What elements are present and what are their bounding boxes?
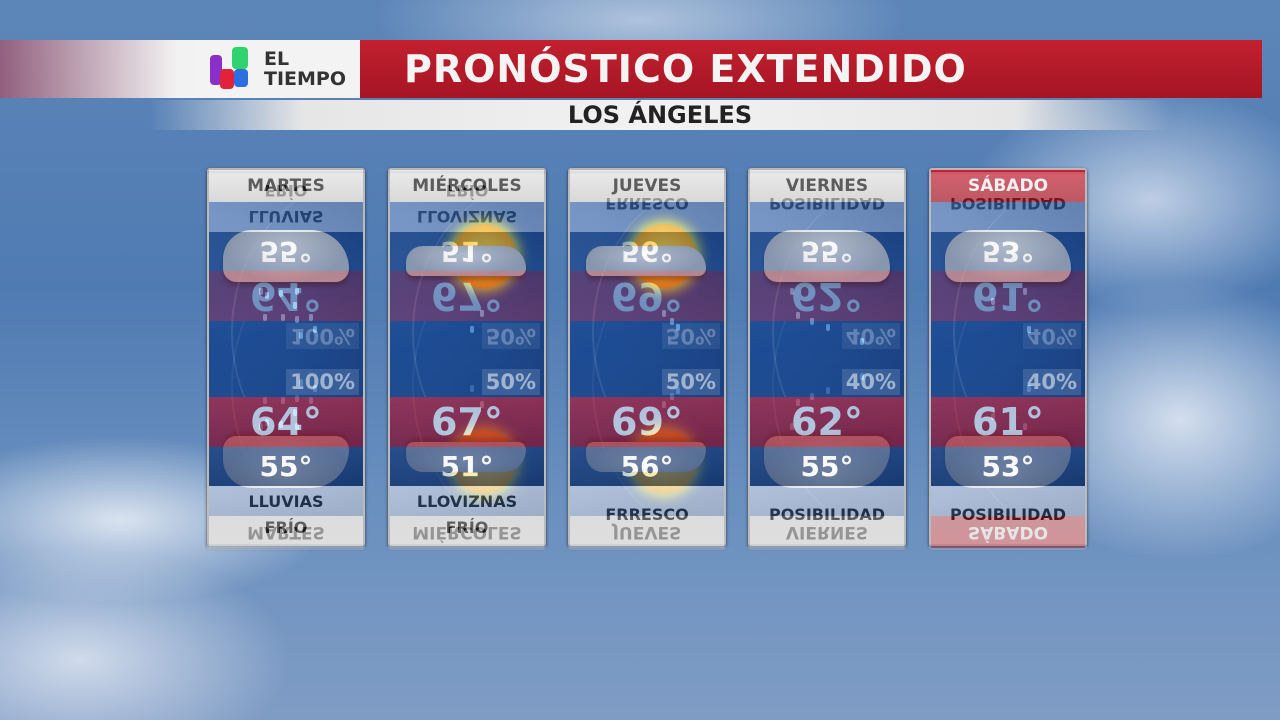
raindrop-icon [295,288,299,295]
raindrop-icon [309,314,313,321]
precip-chance: 50% [661,369,720,395]
raindrop-icon [279,290,283,297]
condition-text: POSIBILIDAD [931,486,1085,544]
raindrop-icon [662,310,666,317]
raindrop-icon [860,338,864,345]
condition-line-2: FRÍO [445,518,489,537]
raindrop-icon [676,324,680,331]
day-label: JUEVES [570,170,724,202]
day-label: MARTES [209,170,363,202]
raindrop-icon [670,318,674,325]
raindrop-icon [299,332,303,339]
rain-cloud-icon: 40% [750,202,904,397]
condition-text: POSIBILIDAD [750,486,904,544]
condition-line-2: FRÍO [264,518,308,537]
low-temp: 53° [931,447,1085,486]
condition-text: LLUVIAS FRÍO [209,486,363,544]
forecast-card: SÁBADO 40% 61° 53° POSIBILIDAD [929,168,1087,546]
condition-line-1: POSIBILIDAD [949,505,1067,524]
day-label: VIERNES [750,170,904,202]
high-temp: 62° [750,397,904,447]
high-temp: 64° [209,397,363,447]
univision-logo-icon [210,47,250,91]
precip-chance: 40% [1022,369,1081,395]
logo-text-el: EL [264,48,290,70]
raindrop-icon [826,324,830,331]
low-temp: 55° [750,447,904,486]
raindrop-icon [480,310,484,317]
low-temp: 55° [209,447,363,486]
raindrop-icon [1023,288,1027,295]
logo-text-tiempo: TIEMPO [264,68,346,90]
raindrop-icon [265,292,269,299]
raindrop-icon [470,326,474,333]
location-label: LOS ÁNGELES [150,100,1170,130]
rain-cloud-icon: 100% [209,202,363,397]
condition-text: FRRESCO [570,486,724,544]
raindrop-icon [810,318,814,325]
raindrop-icon [991,298,995,305]
high-temp: 67° [390,397,544,447]
high-temp: 61° [931,397,1085,447]
condition-line-1: POSIBILIDAD [768,505,886,524]
raindrop-icon [281,314,285,321]
forecast-card: JUEVES 50% 69° 56° FRRESCO [568,168,726,546]
precip-chance: 100% [286,369,359,395]
page-title: PRONÓSTICO EXTENDIDO [360,40,1262,98]
forecast-card: VIERNES 40% 62° 55° POSIBILIDAD [748,168,906,546]
sun-icon [632,224,696,288]
day-label: SÁBADO [931,170,1085,202]
raindrop-icon [790,288,794,295]
cloud-icon [406,246,526,276]
condition-text: LLOVIZNAS FRÍO [390,486,544,544]
raindrop-icon [259,288,263,295]
condition-line-1: LLUVIAS [248,492,324,511]
precip-chance: 50% [481,369,540,395]
cloud-icon [764,230,890,282]
forecast-card: MARTES 100% 64° 55° LLUVIAS FRÍO [207,168,365,546]
condition-line-1: FRRESCO [605,505,689,524]
day-label: MIÉRCOLES [390,170,544,202]
condition-line-1: LLOVIZNAS [416,492,518,511]
raindrop-icon [1027,326,1031,333]
low-temp: 51° [390,447,544,486]
cloud-icon [223,230,349,282]
forecast-card: MIÉRCOLES 50% 67° 51° LLOVIZNAS FRÍO [388,168,546,546]
cloud-icon [945,230,1071,282]
raindrop-icon [313,326,317,333]
univision-logo: EL TIEMPO [198,40,360,98]
rain-cloud-icon: 40% [931,202,1085,397]
partly-sunny-rain-icon: 50% [570,202,724,397]
raindrop-icon [293,302,297,309]
raindrop-icon [295,316,299,323]
sun-icon [452,224,516,288]
high-temp: 69° [570,397,724,447]
cloud-icon [586,246,706,276]
partly-sunny-drizzle-icon: 50% [390,202,544,397]
raindrop-icon [263,314,267,321]
raindrop-icon [796,312,800,319]
low-temp: 56° [570,447,724,486]
precip-chance: 40% [841,369,900,395]
